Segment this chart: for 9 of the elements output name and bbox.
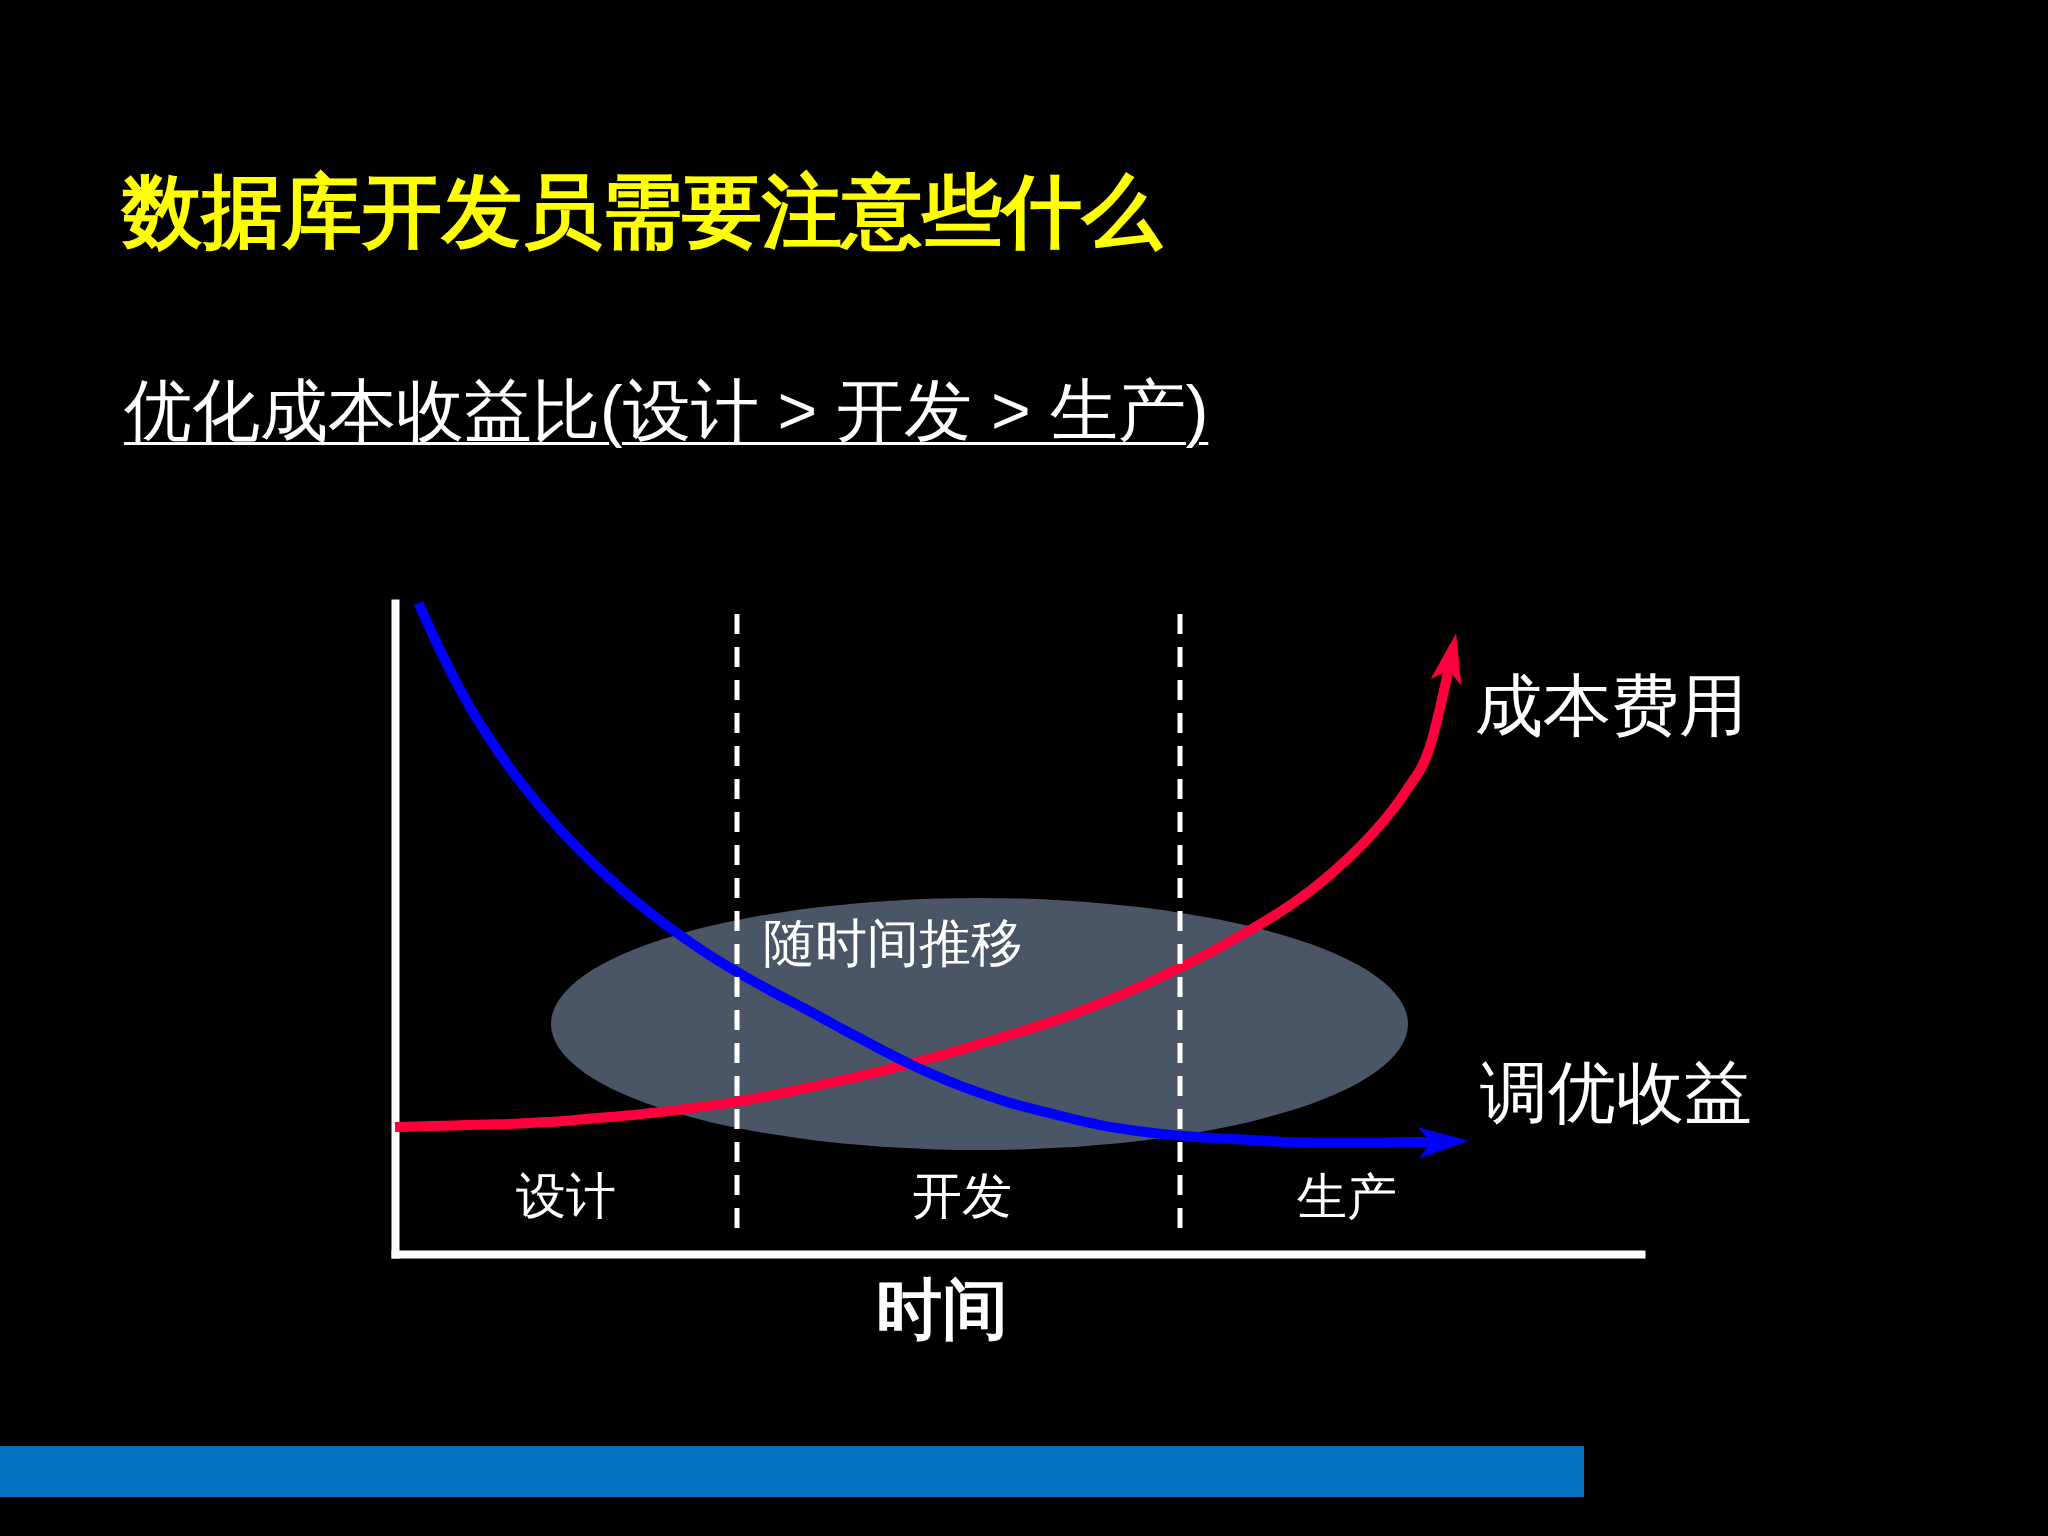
chart-subtitle: 优化成本收益比(设计 > 开发 > 生产): [124, 372, 1209, 448]
chart-title: 数据库开发员需要注意些什么: [122, 167, 1162, 256]
annotation: 生产: [1297, 1169, 1397, 1225]
annotation: 设计: [516, 1168, 616, 1224]
series-label: 调优收益: [1479, 1054, 1752, 1131]
x-axis-title: 时间: [875, 1271, 1008, 1346]
annotation: 开发: [912, 1168, 1012, 1224]
annotation: 随时间推移: [763, 914, 1023, 972]
series-label: 成本费用: [1474, 666, 1747, 743]
